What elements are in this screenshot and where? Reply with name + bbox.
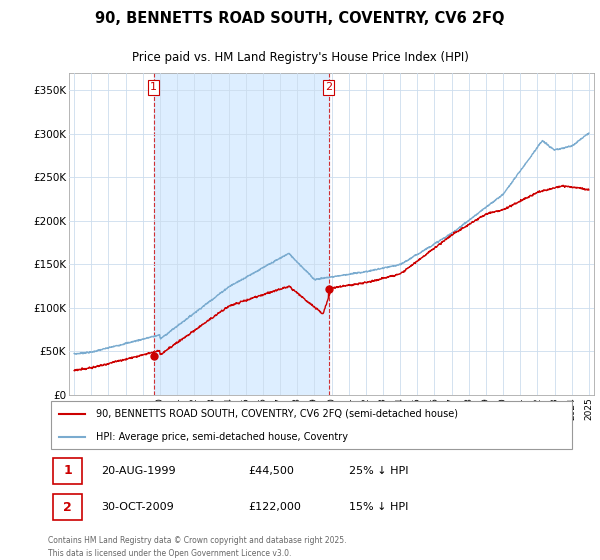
Text: 2: 2 <box>325 82 332 92</box>
Text: Price paid vs. HM Land Registry's House Price Index (HPI): Price paid vs. HM Land Registry's House … <box>131 51 469 64</box>
Bar <box>154 73 329 395</box>
Text: 90, BENNETTS ROAD SOUTH, COVENTRY, CV6 2FQ: 90, BENNETTS ROAD SOUTH, COVENTRY, CV6 2… <box>95 11 505 26</box>
Text: 1: 1 <box>150 82 157 92</box>
FancyBboxPatch shape <box>53 458 82 484</box>
Text: 90, BENNETTS ROAD SOUTH, COVENTRY, CV6 2FQ (semi-detached house): 90, BENNETTS ROAD SOUTH, COVENTRY, CV6 2… <box>95 409 458 419</box>
FancyBboxPatch shape <box>50 402 572 449</box>
Text: 2: 2 <box>64 501 72 514</box>
Text: 30-OCT-2009: 30-OCT-2009 <box>101 502 173 512</box>
Text: 25% ↓ HPI: 25% ↓ HPI <box>349 466 409 476</box>
FancyBboxPatch shape <box>53 494 82 520</box>
Text: HPI: Average price, semi-detached house, Coventry: HPI: Average price, semi-detached house,… <box>95 432 347 442</box>
Text: £44,500: £44,500 <box>248 466 295 476</box>
Text: Contains HM Land Registry data © Crown copyright and database right 2025.
This d: Contains HM Land Registry data © Crown c… <box>48 536 347 558</box>
Text: 15% ↓ HPI: 15% ↓ HPI <box>349 502 409 512</box>
Text: 1: 1 <box>64 464 72 477</box>
Text: 20-AUG-1999: 20-AUG-1999 <box>101 466 175 476</box>
Text: £122,000: £122,000 <box>248 502 302 512</box>
